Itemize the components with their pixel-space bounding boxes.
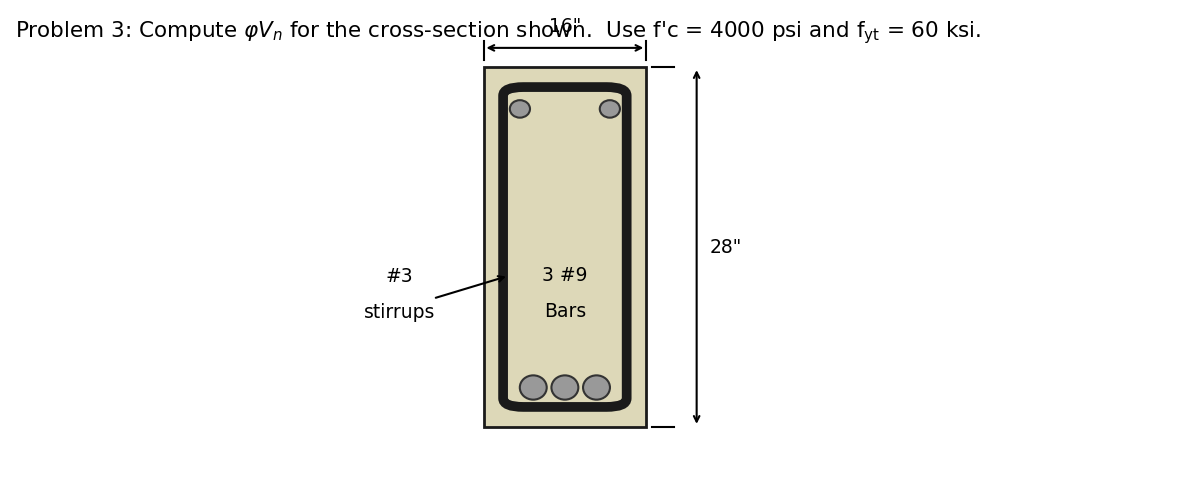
Text: stirrups: stirrups: [364, 303, 435, 323]
Ellipse shape: [551, 375, 579, 400]
Ellipse shape: [600, 100, 620, 118]
FancyBboxPatch shape: [503, 87, 626, 407]
Text: 28": 28": [710, 238, 742, 256]
Text: Bars: Bars: [543, 302, 586, 321]
Text: 16": 16": [549, 17, 581, 36]
Text: Problem 3: Compute $\varphi V_n$ for the cross-section shown.  Use f'c = 4000 ps: Problem 3: Compute $\varphi V_n$ for the…: [15, 19, 982, 45]
Text: #3: #3: [385, 267, 413, 287]
Ellipse shape: [519, 375, 547, 400]
Ellipse shape: [510, 100, 530, 118]
Ellipse shape: [584, 375, 610, 400]
Text: 3 #9: 3 #9: [542, 266, 587, 285]
Bar: [484, 67, 646, 427]
